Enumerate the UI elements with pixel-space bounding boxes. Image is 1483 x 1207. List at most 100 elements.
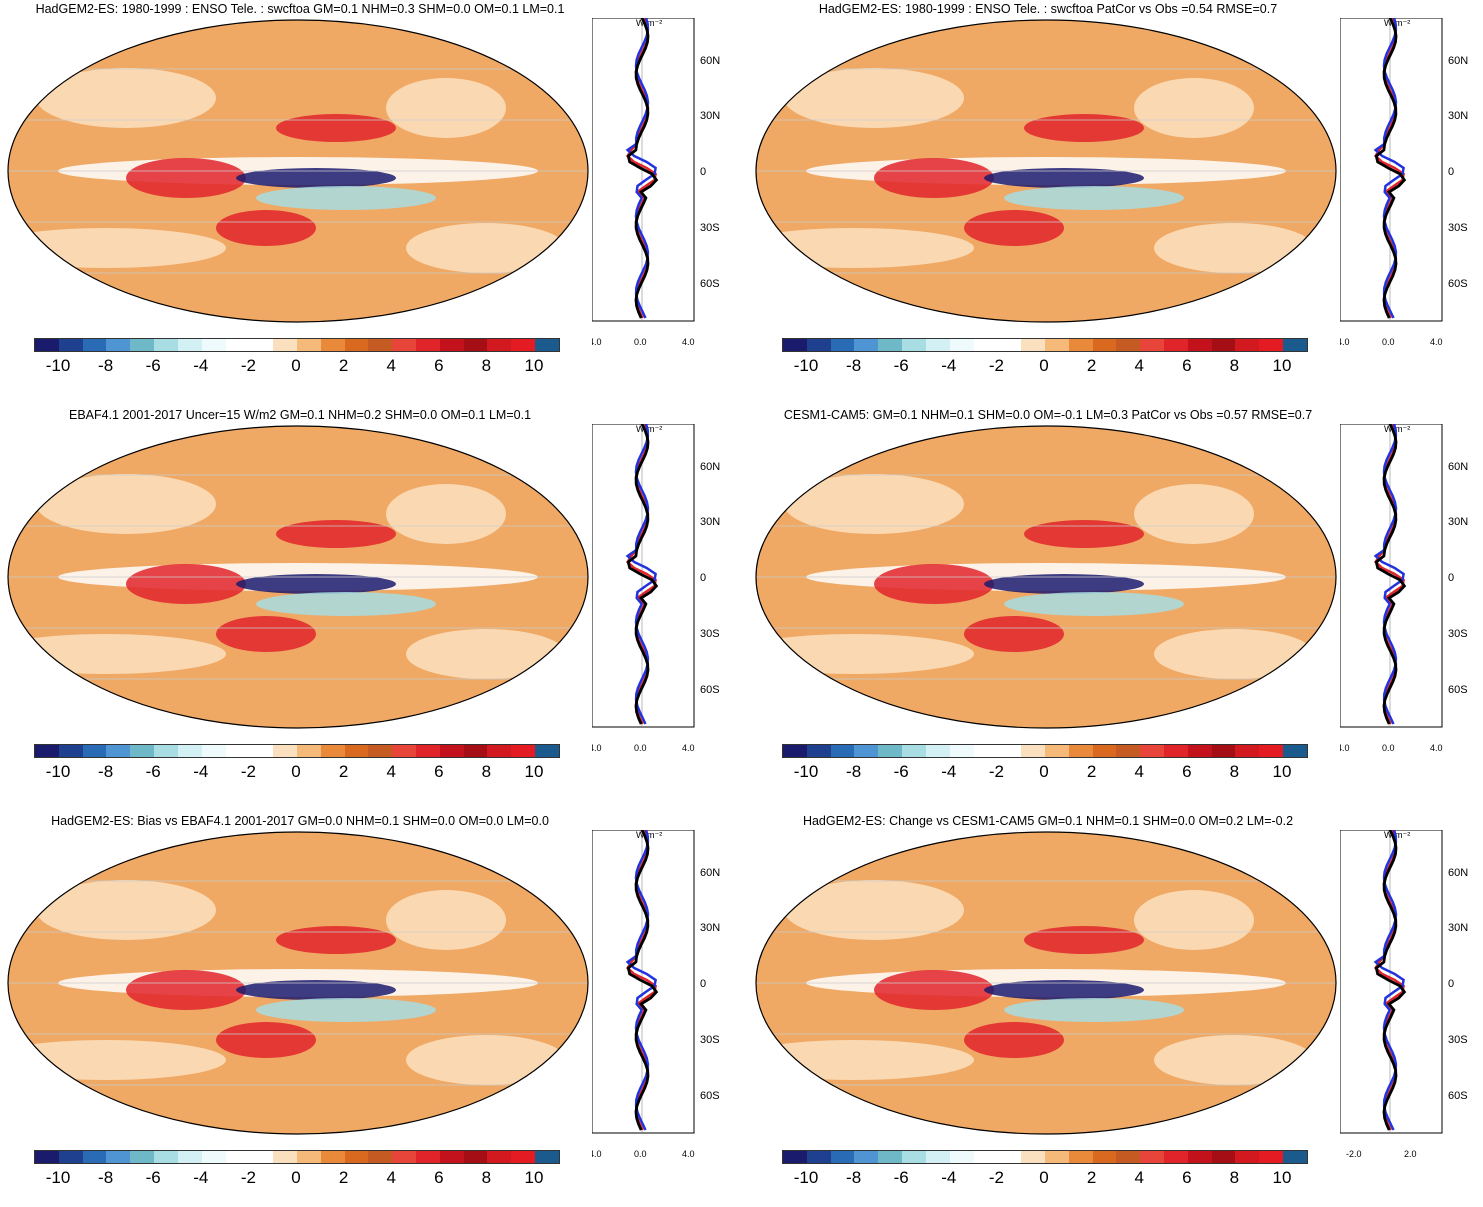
lat-label: 60S	[1448, 278, 1468, 290]
panel-title: HadGEM2-ES: 1980-1999 : ENSO Tele. : swc…	[35, 2, 565, 16]
panel-1: HadGEM2-ES: 1980-1999 : ENSO Tele. : swc…	[0, 0, 740, 395]
colorbar	[34, 1150, 560, 1164]
colorbar-tick-label: 8	[1229, 762, 1240, 781]
profile-xtick: -4.0	[592, 743, 602, 753]
profile-units: W m⁻²	[1384, 830, 1410, 840]
colorbar-tick-label: -6	[145, 762, 161, 781]
lat-label: 30N	[1448, 110, 1468, 122]
lat-label: 30S	[1448, 1034, 1468, 1046]
colorbar-tick-label: 10	[1272, 762, 1292, 781]
lat-label: 30S	[1448, 222, 1468, 234]
lat-label: 0	[1448, 572, 1454, 584]
colorbar-tick-label: 10	[524, 762, 544, 781]
colorbar-ticks: -10 -8 -6 -4 -2 0 2 4 6 8 10	[782, 762, 1306, 784]
lat-label: 30S	[700, 222, 720, 234]
profile-units: W m⁻²	[1384, 18, 1410, 28]
colorbar	[782, 338, 1308, 352]
colorbar-tick-label: 8	[481, 762, 492, 781]
colorbar-ticks: -10 -8 -6 -4 -2 0 2 4 6 8 10	[34, 1168, 558, 1190]
lat-label: 60S	[700, 684, 720, 696]
world-map	[7, 831, 589, 1135]
lat-label: 30N	[1448, 516, 1468, 528]
colorbar-tick-label: 0	[1039, 1168, 1049, 1187]
colorbar-tick-label: 4	[386, 1168, 396, 1187]
colorbar-tick-label: 0	[291, 356, 301, 375]
colorbar-tick-label: -2	[240, 762, 256, 781]
panel-title: HadGEM2-ES: Bias vs EBAF4.1 2001-2017 GM…	[51, 814, 549, 828]
colorbar-tick-label: -6	[145, 1168, 161, 1187]
colorbar-tick-label: -6	[893, 762, 909, 781]
colorbar-tick-label: -6	[145, 356, 161, 375]
lat-label: 60N	[1448, 461, 1468, 473]
lat-label: 60S	[700, 278, 720, 290]
colorbar-tick-label: 2	[338, 1168, 349, 1187]
colorbar-tick-label: 6	[1182, 1168, 1192, 1187]
colorbar-tick-label: 8	[481, 356, 492, 375]
colorbar-tick-label: 2	[338, 762, 349, 781]
lat-label: 60N	[700, 55, 720, 67]
panel-title: HadGEM2-ES: 1980-1999 : ENSO Tele. : swc…	[818, 2, 1278, 16]
profile-xtick: 4.0	[682, 1149, 695, 1159]
colorbar-tick-label: 4	[1134, 356, 1144, 375]
profile-xtick: 0.0	[634, 743, 647, 753]
profile-xtick: -2.0	[1346, 1149, 1362, 1159]
colorbar-tick-label: 2	[1086, 356, 1097, 375]
profile-xtick: -4.0	[592, 1149, 602, 1159]
panel-6: HadGEM2-ES: Change vs CESM1-CAM5 GM=0.1 …	[748, 812, 1483, 1207]
colorbar-tick-label: 0	[291, 1168, 301, 1187]
colorbar-tick-label: 8	[1229, 1168, 1240, 1187]
lat-label: 30S	[700, 628, 720, 640]
colorbar-tick-label: -10	[45, 1168, 71, 1187]
colorbar-tick-label: -2	[988, 762, 1004, 781]
colorbar-tick-label: 8	[481, 1168, 492, 1187]
colorbar	[782, 744, 1308, 758]
colorbar-tick-label: -10	[45, 762, 71, 781]
zonal-mean-profile: W m⁻² 60N 30N 0 30S 60S -2.0 2.0	[1340, 830, 1468, 1159]
lat-label: 30N	[700, 922, 720, 934]
lat-label: 60N	[1448, 867, 1468, 879]
colorbar-tick-label: -2	[988, 1168, 1004, 1187]
lat-label: 60N	[700, 867, 720, 879]
colorbar-tick-label: 10	[1272, 356, 1292, 375]
profile-xtick: -4.0	[1340, 743, 1350, 753]
colorbar-ticks: -10 -8 -6 -4 -2 0 2 4 6 8 10	[782, 1168, 1306, 1190]
colorbar-tick-label: -2	[988, 356, 1004, 375]
colorbar-tick-label: 4	[386, 356, 396, 375]
lat-label: 0	[700, 166, 706, 178]
lat-label: 60S	[700, 1090, 720, 1102]
colorbar-tick-label: 6	[434, 1168, 444, 1187]
colorbar-tick-label: 10	[524, 1168, 544, 1187]
colorbar-tick-label: -10	[793, 356, 819, 375]
profile-xtick: 0.0	[1382, 743, 1395, 753]
profile-xtick: 2.0	[1404, 1149, 1417, 1159]
profile-xtick: -4.0	[592, 337, 602, 347]
colorbar-tick-label: 2	[1086, 762, 1097, 781]
lat-label: 60S	[1448, 1090, 1468, 1102]
colorbar-tick-label: -6	[893, 356, 909, 375]
colorbar-ticks: -10 -8 -6 -4 -2 0 2 4 6 8 10	[34, 356, 558, 378]
profile-units: W m⁻²	[636, 830, 662, 840]
colorbar-tick-label: -10	[793, 762, 819, 781]
world-map	[755, 425, 1337, 729]
zonal-mean-profile: W m⁻² 60N 30N 0 30S 60S -4.0 0.0 4.0	[1340, 424, 1468, 753]
colorbar-tick-label: -2	[240, 1168, 256, 1187]
world-map	[7, 19, 589, 323]
colorbar-tick-label: -4	[193, 1168, 209, 1187]
panel-3: EBAF4.1 2001-2017 Uncer=15 W/m2 GM=0.1 N…	[0, 406, 740, 801]
lat-label: 0	[1448, 166, 1454, 178]
panel-4: CESM1-CAM5: GM=0.1 NHM=0.1 SHM=0.0 OM=-0…	[748, 406, 1483, 801]
profile-xtick: 0.0	[634, 337, 647, 347]
profile-xtick: 0.0	[1382, 337, 1395, 347]
lat-label: 60N	[700, 461, 720, 473]
colorbar-tick-label: -4	[941, 762, 957, 781]
profile-xtick: 4.0	[682, 743, 695, 753]
colorbar-tick-label: 0	[291, 762, 301, 781]
profile-units: W m⁻²	[1384, 424, 1410, 434]
profile-units: W m⁻²	[636, 424, 662, 434]
lat-label: 0	[700, 572, 706, 584]
colorbar-tick-label: -8	[98, 356, 114, 375]
colorbar-tick-label: 8	[1229, 356, 1240, 375]
colorbar	[34, 744, 560, 758]
lat-label: 30N	[700, 110, 720, 122]
colorbar-tick-label: 6	[1182, 356, 1192, 375]
